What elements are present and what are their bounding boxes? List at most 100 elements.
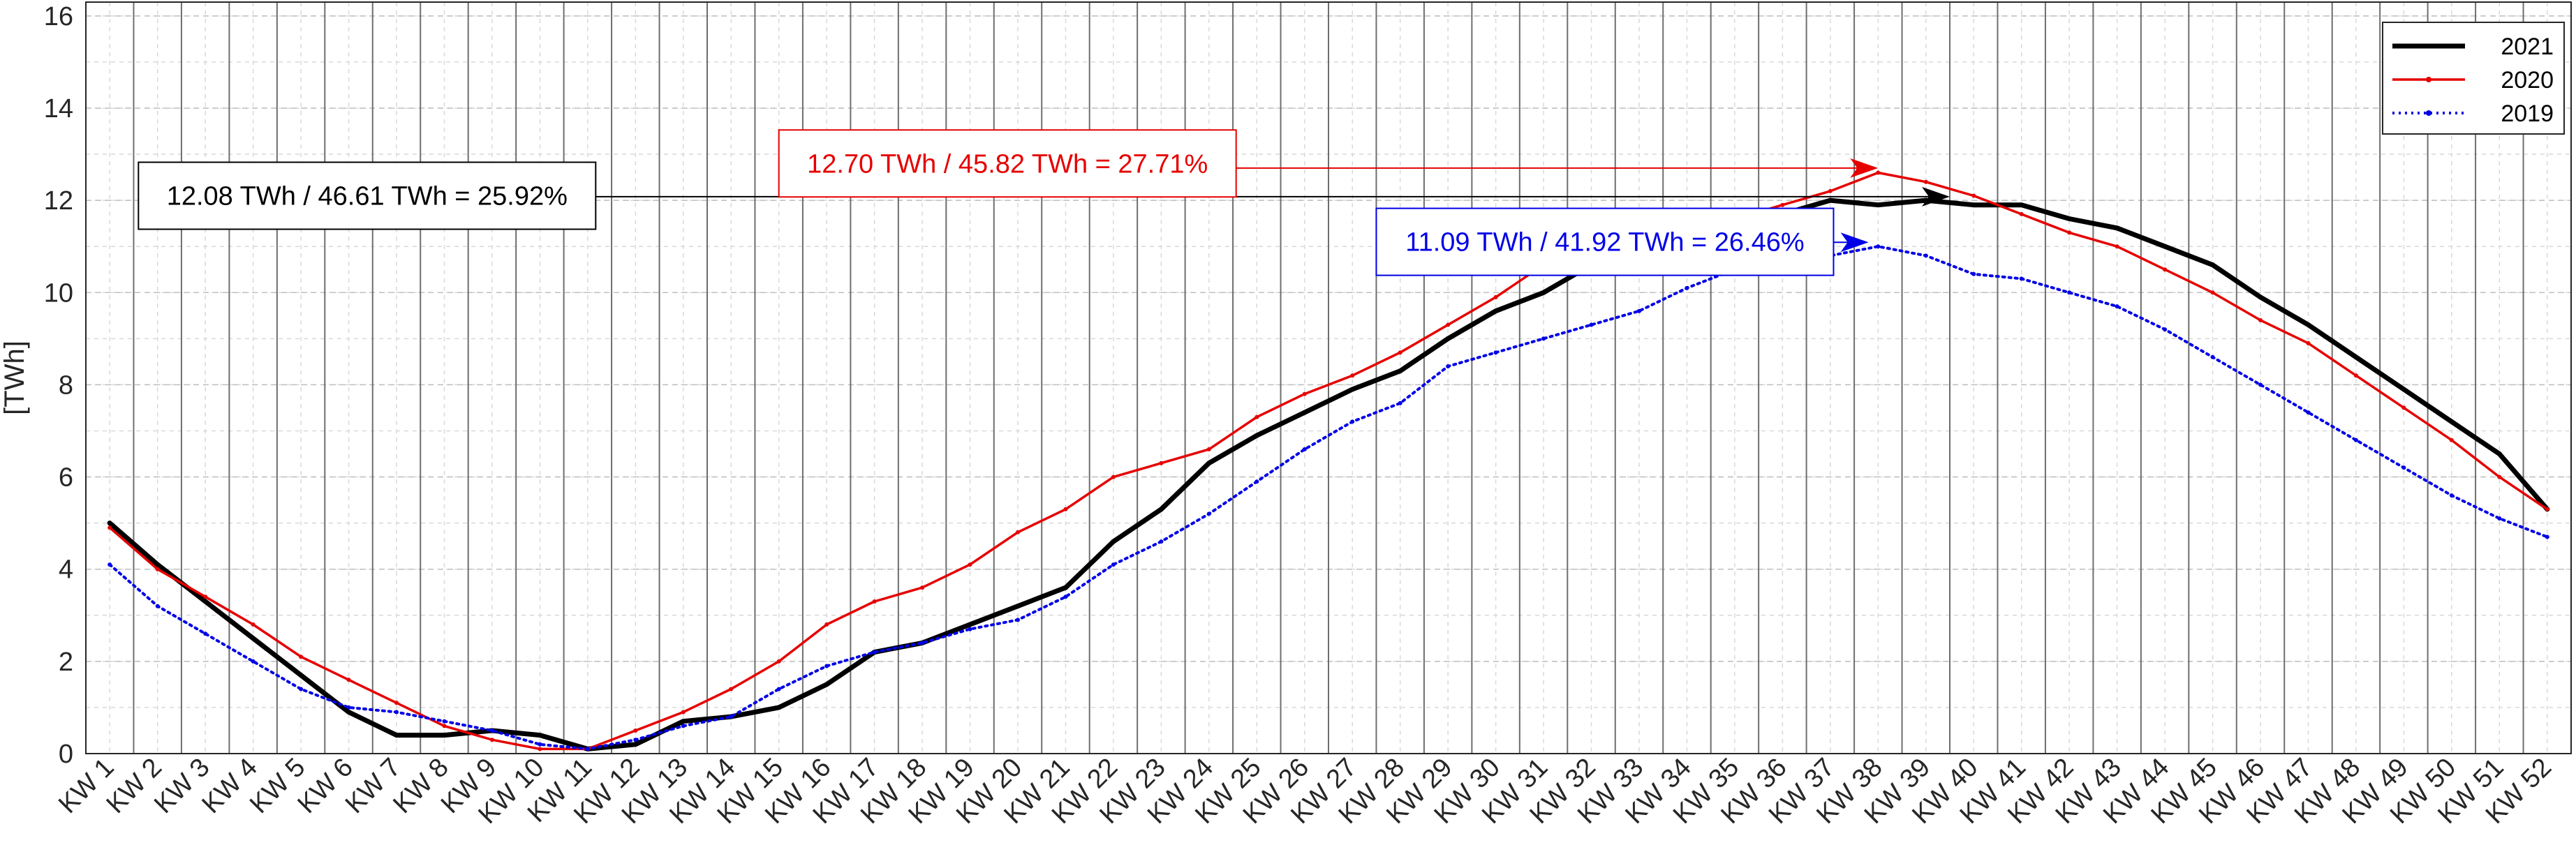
data-point-2019 [442, 719, 447, 724]
data-point-2021 [1158, 507, 1164, 512]
data-point-2019 [1876, 244, 1881, 249]
series-line-2021 [107, 197, 2550, 751]
data-point-2021 [2066, 216, 2072, 221]
y-tick-label: 16 [44, 2, 73, 31]
data-point-2019 [1302, 447, 1307, 451]
x-tick-label: KW 2 [101, 753, 168, 819]
data-point-2019 [2115, 304, 2119, 309]
data-point-2021 [298, 673, 304, 678]
data-point-2020 [2163, 267, 2168, 272]
annotation-text: 12.70 TWh / 45.82 TWh = 27.71% [807, 149, 1208, 179]
data-point-2020 [1206, 447, 1211, 451]
data-point-2021 [2210, 262, 2215, 268]
data-point-2019 [1206, 511, 1211, 516]
data-point-2020 [1111, 474, 1116, 479]
data-point-2021 [1015, 604, 1021, 609]
annotation-2: 12.70 TWh / 45.82 TWh = 27.71% [778, 129, 1879, 198]
legend-label-2019: 2019 [2501, 100, 2554, 127]
data-point-2021 [2019, 202, 2024, 208]
data-point-2020 [729, 687, 734, 691]
data-point-2021 [394, 733, 399, 738]
data-point-2020 [2545, 507, 2549, 511]
data-point-2019 [776, 687, 781, 691]
x-axis-ticks: KW 1KW 2KW 3KW 4KW 5KW 6KW 7KW 8KW 9KW 1… [53, 753, 2557, 830]
annotation-arrow-head [1840, 232, 1869, 253]
data-point-2019 [2306, 410, 2311, 415]
legend-label-2021: 2021 [2501, 33, 2554, 60]
data-point-2021 [346, 710, 351, 715]
data-point-2019 [968, 627, 972, 631]
y-axis-label: [TWh] [0, 341, 30, 415]
data-point-2020 [1876, 170, 1881, 175]
data-point-2020 [203, 595, 208, 599]
data-point-2019 [2210, 354, 2215, 359]
y-tick-label: 6 [59, 463, 73, 493]
annotation-box [138, 161, 597, 230]
data-point-2019 [394, 710, 399, 715]
data-point-2021 [1206, 461, 1212, 466]
data-point-2020 [1016, 530, 1020, 534]
data-point-2021 [2306, 322, 2311, 327]
y-tick-label: 0 [59, 740, 73, 769]
data-point-2020 [489, 738, 494, 742]
data-point-2021 [1971, 202, 1976, 208]
legend-box [2382, 22, 2565, 135]
data-point-2019 [108, 562, 112, 567]
plot-frame [85, 1, 2572, 754]
data-point-2020 [2210, 290, 2215, 295]
annotation-arrow-head [1922, 186, 1950, 207]
data-point-2020 [2449, 438, 2454, 442]
data-point-2019 [1350, 419, 1355, 424]
data-point-2020 [776, 659, 781, 664]
data-point-2021 [1302, 410, 1308, 415]
data-point-2019 [1159, 539, 1164, 544]
series-lines [107, 170, 2550, 751]
data-point-2021 [1254, 433, 1259, 438]
data-point-2020 [299, 655, 304, 659]
x-tick-label: KW 6 [293, 753, 359, 819]
data-point-2020 [2019, 211, 2024, 216]
legend-marker [2426, 77, 2431, 82]
data-point-2020 [1493, 294, 1498, 299]
data-point-2019 [1398, 401, 1402, 405]
annotation-arrow-head [1850, 158, 1879, 178]
x-tick-label: KW 5 [244, 753, 311, 819]
data-point-2019 [1541, 336, 1546, 341]
data-point-2020 [1971, 193, 1976, 198]
data-point-2020 [2497, 474, 2502, 479]
data-point-2020 [633, 728, 638, 733]
data-point-2021 [1445, 336, 1451, 341]
data-point-2019 [2449, 493, 2454, 498]
y-tick-label: 14 [44, 94, 73, 124]
data-point-2019 [251, 659, 256, 664]
data-point-2019 [489, 728, 494, 733]
data-point-2019 [1063, 595, 1068, 599]
annotation-box [1375, 207, 1835, 276]
data-point-2021 [968, 622, 972, 627]
annotation-box [778, 129, 1237, 198]
data-point-2021 [202, 599, 208, 604]
data-point-2019 [1637, 308, 1641, 313]
data-point-2021 [1541, 290, 1546, 295]
data-point-2019 [2545, 534, 2549, 539]
series-line-2019 [108, 245, 2549, 751]
annotation-text: 11.09 TWh / 41.92 TWh = 26.46% [1405, 228, 1804, 257]
data-point-2021 [155, 562, 161, 567]
data-point-2020 [346, 678, 351, 682]
data-point-2019 [1589, 322, 1594, 327]
data-point-2020 [2258, 317, 2263, 322]
annotations: 12.08 TWh / 46.61 TWh = 25.92% 12.70 TWh … [138, 129, 1950, 276]
y-tick-label: 8 [59, 371, 73, 400]
data-point-2019 [2497, 516, 2502, 521]
data-point-2019 [299, 687, 304, 691]
data-point-2019 [1971, 271, 1976, 276]
data-point-2020 [872, 599, 877, 604]
data-point-2021 [2115, 225, 2120, 231]
data-point-2019 [633, 738, 638, 742]
y-tick-label: 4 [59, 555, 73, 585]
data-point-2019 [681, 724, 686, 728]
data-point-2019 [920, 641, 925, 645]
data-point-2021 [1349, 387, 1355, 392]
legend-label-2020: 2020 [2501, 67, 2554, 94]
